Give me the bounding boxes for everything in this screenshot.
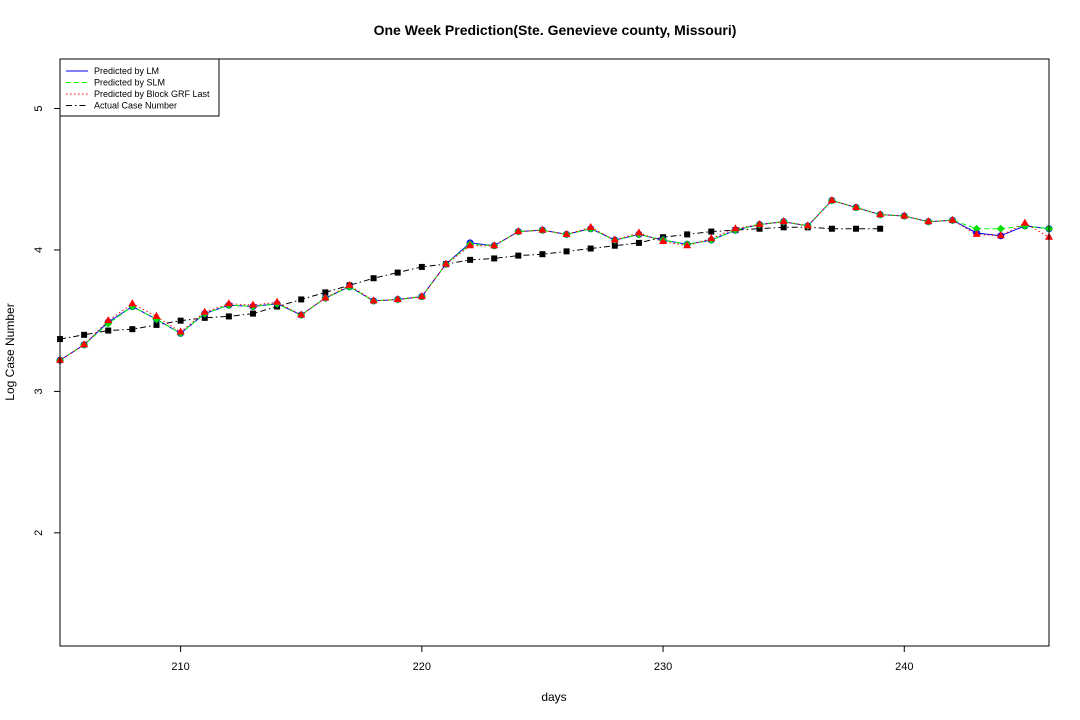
data-point-2-12 (345, 280, 354, 288)
y-tick-label: 5 (33, 105, 45, 111)
data-point-2-14 (393, 294, 402, 302)
legend-label-3: Actual Case Number (94, 101, 177, 111)
legend-box (59, 58, 220, 117)
data-point-2-4 (152, 311, 161, 319)
series-line-1 (59, 199, 1050, 361)
data-point-3-3 (129, 326, 136, 333)
x-tick-label: 210 (171, 661, 189, 673)
data-point-2-37 (948, 215, 957, 223)
data-point-3-6 (201, 314, 208, 321)
data-point-2-8 (248, 300, 257, 308)
data-point-2-31 (803, 221, 812, 229)
data-point-2-17 (466, 241, 475, 249)
data-point-3-2 (105, 327, 112, 334)
data-point-2-32 (827, 195, 836, 203)
data-point-3-29 (756, 225, 763, 232)
data-point-3-13 (370, 275, 377, 282)
data-point-2-24 (634, 228, 643, 236)
data-point-3-21 (563, 248, 570, 255)
data-point-3-15 (418, 263, 425, 270)
data-point-2-1 (80, 340, 89, 348)
data-point-3-24 (635, 239, 642, 246)
data-point-2-18 (490, 241, 499, 249)
y-tick-label: 3 (33, 388, 45, 394)
y-axis-label: Log Case Number (3, 303, 17, 400)
series-line-2 (59, 199, 1050, 361)
legend: Predicted by LM Predicted by SLMPredicted… (59, 58, 220, 117)
data-point-1-39 (996, 224, 1005, 233)
data-point-2-27 (707, 234, 716, 242)
data-point-3-26 (684, 231, 691, 238)
data-point-2-35 (900, 211, 909, 219)
data-point-3-22 (587, 245, 594, 252)
x-tick-label: 230 (654, 661, 672, 673)
chart-title: One Week Prediction(Ste. Genevieve count… (374, 22, 737, 38)
data-point-2-5 (176, 327, 185, 335)
data-point-3-4 (153, 321, 160, 328)
data-point-2-40 (1020, 218, 1029, 226)
data-point-3-18 (491, 255, 498, 262)
data-point-3-19 (515, 252, 522, 259)
legend-label-0: Predicted by LM (94, 66, 159, 76)
data-point-3-17 (467, 256, 474, 263)
data-point-2-20 (538, 225, 547, 233)
x-tick-label: 240 (895, 661, 913, 673)
data-point-2-22 (586, 222, 595, 230)
data-point-2-23 (610, 235, 619, 243)
x-axis-label: days (541, 690, 566, 704)
data-point-3-8 (249, 310, 256, 317)
series-layer (56, 195, 1053, 365)
data-point-2-30 (779, 217, 788, 225)
data-point-2-29 (755, 219, 764, 227)
data-point-2-26 (683, 241, 692, 249)
data-point-3-30 (780, 224, 787, 231)
data-point-3-32 (828, 225, 835, 232)
y-axis: 2 3 4 5 (33, 105, 60, 536)
data-point-3-23 (611, 242, 618, 249)
data-point-2-10 (297, 310, 306, 318)
x-axis: 210 220 230 240 (171, 646, 913, 673)
legend-label-1: Predicted by SLM (94, 78, 165, 88)
data-point-3-14 (394, 269, 401, 276)
data-point-3-11 (322, 289, 329, 296)
data-point-1-38 (972, 224, 981, 233)
data-point-2-19 (514, 227, 523, 235)
data-point-2-33 (852, 203, 861, 211)
data-point-3-7 (225, 313, 232, 320)
data-point-2-3 (128, 299, 137, 307)
data-point-3-10 (298, 296, 305, 303)
data-point-3-33 (853, 225, 860, 232)
plot-frame (59, 58, 1050, 647)
legend-label-2: Predicted by Block GRF Last (94, 89, 210, 99)
data-point-3-5 (177, 317, 184, 324)
y-tick-label: 2 (33, 530, 45, 536)
series-line-0 (59, 199, 1050, 361)
data-point-3-34 (877, 225, 884, 232)
data-point-2-38 (972, 229, 981, 237)
data-point-2-2 (104, 316, 113, 324)
data-point-2-36 (924, 217, 933, 225)
x-tick-label: 220 (413, 661, 431, 673)
y-tick-label: 4 (33, 247, 45, 253)
data-point-3-1 (81, 331, 88, 338)
data-point-2-39 (996, 231, 1005, 239)
data-point-3-27 (708, 228, 715, 235)
data-point-2-15 (417, 292, 426, 300)
data-point-2-16 (441, 259, 450, 267)
data-point-2-28 (731, 224, 740, 232)
data-point-2-21 (562, 229, 571, 237)
data-point-2-7 (224, 299, 233, 307)
data-point-2-9 (273, 297, 282, 305)
data-point-2-13 (369, 296, 378, 304)
data-point-2-11 (321, 293, 330, 301)
data-point-3-20 (539, 251, 546, 258)
data-point-2-25 (659, 236, 668, 244)
data-point-2-34 (876, 210, 885, 218)
data-point-2-6 (200, 307, 209, 315)
